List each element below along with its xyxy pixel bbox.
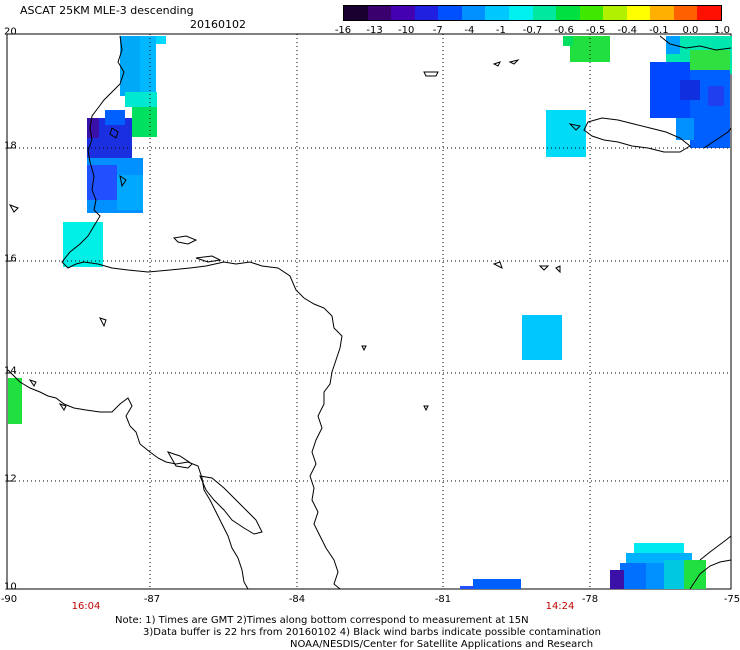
swath-belize-south xyxy=(63,110,143,267)
lon-label-75: -75 xyxy=(723,594,740,605)
colorbar-segment xyxy=(344,6,368,20)
colorbar-segment xyxy=(673,6,698,20)
colorbar-tick-label: 0.0 xyxy=(682,25,699,36)
colorbar-tick-label: -13 xyxy=(366,25,383,36)
colorbar-tick-label: -0.4 xyxy=(617,25,638,36)
lat-label-18: 18 xyxy=(4,140,17,152)
swath-ne-corner xyxy=(563,36,732,148)
lat-label-20: 20 xyxy=(4,26,17,38)
time-label-east: 14:24 xyxy=(545,601,575,612)
colorbar-tick-label: -10 xyxy=(397,25,415,36)
colorbar-tick-label: -0.6 xyxy=(554,25,574,36)
colorbar-labels: -16 -13 -10 -7 -4 -1 -0.7 -0.6 -0.5 -0.4 -0.1 0.0 1.… xyxy=(0,0,740,40)
lon-label-84: -84 xyxy=(288,594,306,605)
colorbar-tick-label: -1 xyxy=(495,25,506,36)
colorbar-segment xyxy=(414,6,439,20)
lat-label-16: 16 xyxy=(4,253,17,265)
colorbar-tick-label: -0.5 xyxy=(585,25,606,36)
swath-honduras-west xyxy=(8,378,22,424)
chart-date: 20160102 xyxy=(190,18,246,31)
colorbar-tick-label: -7 xyxy=(432,25,443,36)
colorbar-tick-label: -0.7 xyxy=(522,25,543,36)
colorbar-segment xyxy=(367,6,392,20)
colorbar-tick-label: -4 xyxy=(464,25,475,36)
lon-label-78: -78 xyxy=(581,594,599,605)
colorbar-segment xyxy=(508,6,533,20)
axis-ticks xyxy=(7,147,11,482)
lat-label-14: 14 xyxy=(4,365,17,377)
colorbar-segment xyxy=(532,6,557,20)
colorbar-segment xyxy=(626,6,651,20)
colorbar-tick-label: -16 xyxy=(334,25,352,36)
colorbar-segment xyxy=(650,6,674,20)
lat-label-10: 10 xyxy=(4,581,17,593)
colorbar-segment xyxy=(485,6,509,20)
grid-lines xyxy=(7,34,731,589)
time-label-west: 16:04 xyxy=(71,601,101,612)
swath-jamaica-west xyxy=(546,110,586,157)
coastlines xyxy=(7,35,732,590)
lon-label-87: -87 xyxy=(143,594,161,605)
swath-bottom-center xyxy=(460,579,521,589)
chart-title: ASCAT 25KM MLE-3 descending xyxy=(20,4,194,17)
colorbar-segment xyxy=(438,6,462,20)
colorbar-segment xyxy=(391,6,415,20)
note-line-3: NOAA/NESDIS/Center for Satellite Applica… xyxy=(290,639,594,650)
colorbar xyxy=(343,5,722,21)
swath-caribbean-center xyxy=(522,315,562,360)
colorbar-segment xyxy=(556,6,580,20)
colorbar-tick-label: 1.0 xyxy=(714,25,730,36)
colorbar-segment xyxy=(697,6,721,20)
note-line-1: Note: 1) Times are GMT 2)Times along bot… xyxy=(115,615,529,626)
lon-label-90: -90 xyxy=(0,594,18,605)
lat-label-12: 12 xyxy=(4,473,17,485)
swath-belize-north xyxy=(120,36,166,137)
swath-se-corner xyxy=(610,543,706,589)
colorbar-segment xyxy=(603,6,627,20)
note-line-2: 3)Data buffer is 22 hrs from 20160102 4)… xyxy=(143,627,601,638)
colorbar-segment xyxy=(579,6,604,20)
lon-label-81: -81 xyxy=(434,594,452,605)
colorbar-tick-label: -0.1 xyxy=(649,25,669,36)
colorbar-segment xyxy=(461,6,486,20)
